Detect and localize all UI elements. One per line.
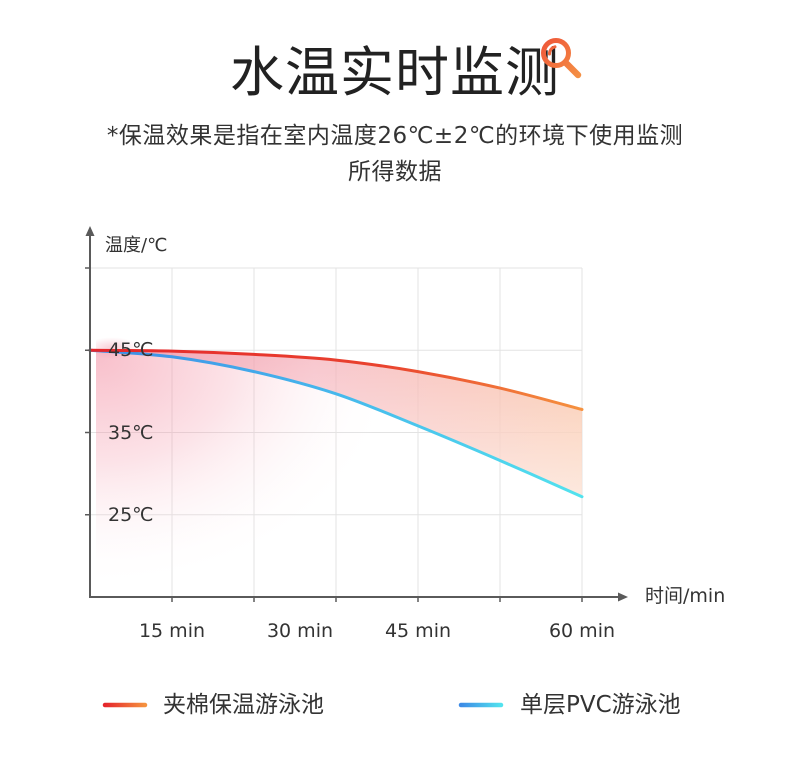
- subtitle-line-2: 所得数据: [348, 159, 442, 185]
- legend-label-insulated: 夹棉保温游泳池: [163, 692, 324, 718]
- area-fills: [96, 337, 582, 590]
- area-fill-fade: [96, 350, 582, 497]
- series-line-insulated: [88, 348, 584, 411]
- series-line-pvc: [88, 348, 584, 499]
- subtitle-line-1: *保温效果是指在室内温度26℃±2℃的环境下使用监测: [106, 123, 684, 149]
- series-lines: [88, 348, 584, 499]
- magnifier-lens: [541, 38, 571, 68]
- y-axis-label: 温度/℃: [105, 235, 168, 256]
- y-tick-label: 35℃: [108, 421, 154, 444]
- x-tick-label: 15 min: [138, 620, 206, 642]
- x-axis-arrow: [618, 592, 628, 602]
- magnifier-icon: [541, 38, 582, 79]
- legend-swatch-insulated: [102, 702, 148, 708]
- x-axis-label: 时间/min: [645, 585, 726, 607]
- legend-label-pvc: 单层PVC游泳池: [520, 692, 681, 718]
- page-title: 水温实时监测: [230, 41, 560, 104]
- magnifier-handle: [562, 59, 582, 79]
- area-fill-glow: [96, 350, 582, 590]
- x-tick-label: 60 min: [548, 620, 616, 642]
- axis-ticks: [85, 267, 583, 602]
- x-tick-label: 30 min: [266, 620, 334, 642]
- magnifier-highlight: [548, 45, 557, 56]
- legend-swatch-pvc: [458, 702, 504, 708]
- y-axis-arrow: [85, 226, 95, 236]
- x-tick-label: 45 min: [384, 620, 452, 642]
- y-tick-label: 25℃: [108, 503, 154, 526]
- y-tick-label: 45℃: [108, 339, 154, 362]
